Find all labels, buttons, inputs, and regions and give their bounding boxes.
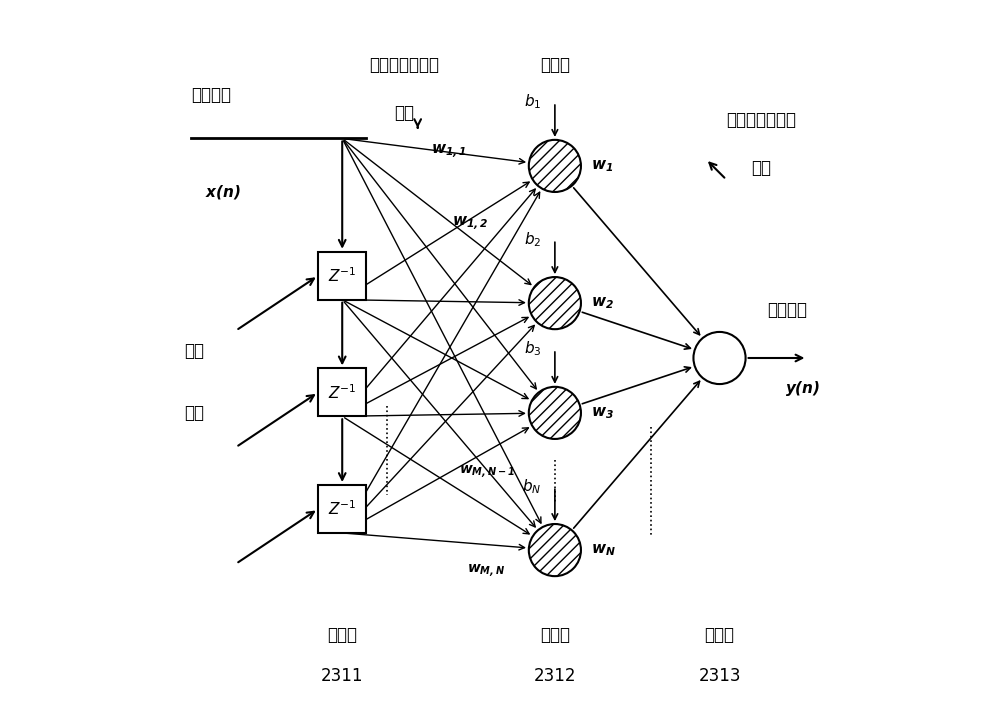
Text: $\bfit{w}_3$: $\bfit{w}_3$ [591,405,614,421]
Text: $b_3$: $b_3$ [524,339,541,359]
Text: $\bfit{w}_2$: $\bfit{w}_2$ [591,295,614,311]
Text: 输出层与隐含层: 输出层与隐含层 [726,111,796,129]
Text: 2311: 2311 [321,667,363,684]
Text: $\bfit{w}_N$: $\bfit{w}_N$ [591,542,616,558]
Text: $Z^{-1}$: $Z^{-1}$ [328,383,357,402]
Text: $b_1$: $b_1$ [524,93,541,112]
Text: $\bfit{w}_{M,N}$: $\bfit{w}_{M,N}$ [467,562,505,579]
Bar [318,368,366,416]
Circle shape [529,277,581,329]
Bar [318,251,366,300]
Text: 2313: 2313 [698,667,741,684]
Text: $b_2$: $b_2$ [524,230,541,248]
Text: 2312: 2312 [534,667,576,684]
Text: 输入信号: 输入信号 [191,86,231,105]
Text: 输出信号: 输出信号 [768,301,808,319]
Bar [318,485,366,533]
Text: $Z^{-1}$: $Z^{-1}$ [328,500,357,518]
Text: 权值: 权值 [751,159,771,177]
Circle shape [529,524,581,576]
Text: $\bfit{w}_{1,2}$: $\bfit{w}_{1,2}$ [452,215,489,233]
Text: $\bfit{w}_{M,N-1}$: $\bfit{w}_{M,N-1}$ [459,463,515,480]
Text: 偏移量: 偏移量 [540,56,570,74]
Circle shape [693,332,746,384]
Text: 隐含层: 隐含层 [540,626,570,644]
Text: $\bfit{y(n)}$: $\bfit{y(n)}$ [785,379,820,398]
Text: $Z^{-1}$: $Z^{-1}$ [328,266,357,285]
Text: 输入层与隐含层: 输入层与隐含层 [369,56,439,74]
Text: 输出层: 输出层 [705,626,735,644]
Text: $\bfit{x(n)}$: $\bfit{x(n)}$ [205,183,241,201]
Text: 权值: 权值 [394,105,414,122]
Text: 抽头: 抽头 [184,404,204,422]
Text: 输入层: 输入层 [327,626,357,644]
Circle shape [529,387,581,439]
Text: $b_N$: $b_N$ [522,477,541,495]
Text: $\bfit{w}_{1,1}$: $\bfit{w}_{1,1}$ [431,143,467,161]
Text: $\bfit{w}_1$: $\bfit{w}_1$ [591,158,614,174]
Text: 延迟: 延迟 [184,342,204,360]
Circle shape [529,140,581,192]
